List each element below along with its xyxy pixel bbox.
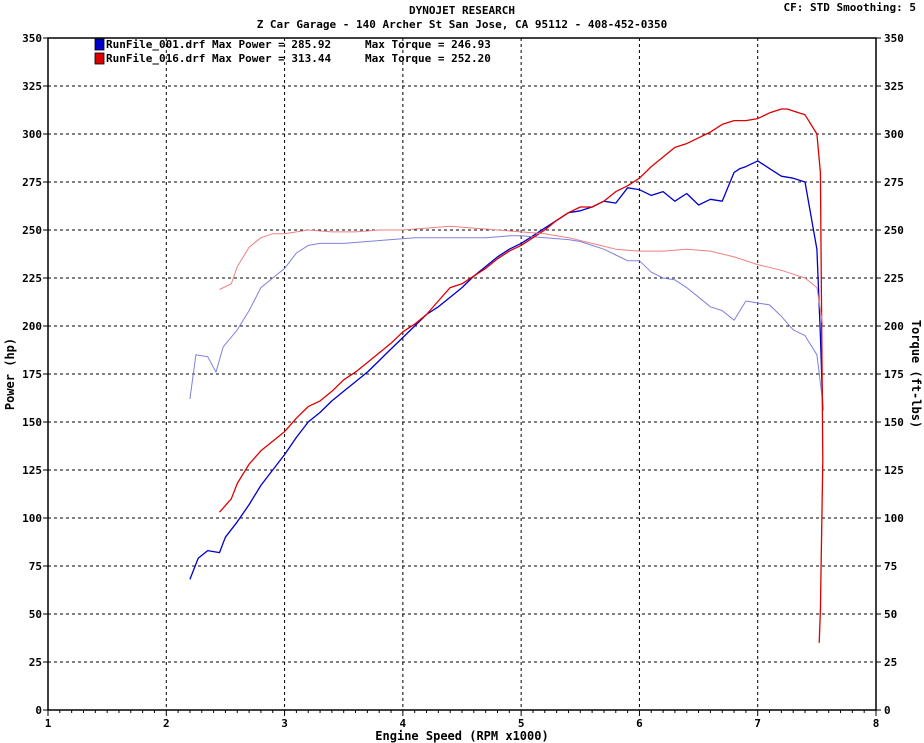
y-tick-label-right: 250 [884, 224, 904, 237]
y-tick-label-right: 100 [884, 512, 904, 525]
x-tick-label: 2 [163, 717, 170, 730]
x-tick-label: 1 [45, 717, 52, 730]
chart-title: DYNOJET RESEARCH [409, 4, 515, 17]
y-tick-label-left: 200 [22, 320, 42, 333]
settings-readout: CF: STD Smoothing: 5 [783, 1, 916, 14]
legend-torque: Max Torque = 252.20 [365, 52, 491, 65]
legend-swatch [94, 38, 105, 51]
y-tick-label-right: 75 [884, 560, 897, 573]
series-line-power [219, 108, 824, 643]
x-tick-label: 4 [400, 717, 407, 730]
y-tick-label-right: 225 [884, 272, 904, 285]
legend-entry: RunFile_016.drf Max Power = 313.44 [106, 52, 332, 65]
x-tick-label: 3 [281, 717, 288, 730]
x-tick-label: 5 [518, 717, 525, 730]
y-tick-label-left: 25 [29, 656, 42, 669]
y-tick-label-left: 350 [22, 32, 42, 45]
legend-torque: Max Torque = 246.93 [365, 38, 491, 51]
y-tick-label-left: 300 [22, 128, 42, 141]
series-line-power [189, 160, 824, 580]
y-axis-label-right: Torque (ft-lbs) [909, 320, 923, 428]
y-tick-label-left: 275 [22, 176, 42, 189]
y-tick-label-left: 50 [29, 608, 42, 621]
chart-subtitle: Z Car Garage - 140 Archer St San Jose, C… [256, 18, 668, 31]
series-line-torque [219, 225, 824, 327]
y-tick-label-right: 200 [884, 320, 904, 333]
y-tick-label-left: 250 [22, 224, 42, 237]
y-tick-label-right: 25 [884, 656, 897, 669]
x-tick-label: 7 [754, 717, 761, 730]
y-tick-label-right: 175 [884, 368, 904, 381]
y-tick-label-right: 50 [884, 608, 897, 621]
y-tick-label-right: 0 [884, 704, 891, 717]
x-tick-label: 8 [873, 717, 880, 730]
y-tick-label-left: 125 [22, 464, 42, 477]
legend-entry: RunFile_001.drf Max Power = 285.92 [106, 38, 331, 51]
y-tick-label-right: 125 [884, 464, 904, 477]
legend-swatch [94, 52, 105, 65]
y-tick-label-right: 300 [884, 128, 904, 141]
y-tick-label-left: 175 [22, 368, 42, 381]
x-tick-label: 6 [636, 717, 643, 730]
y-tick-label-left: 150 [22, 416, 42, 429]
y-axis-label-left: Power (hp) [3, 338, 17, 410]
y-tick-label-right: 325 [884, 80, 904, 93]
y-tick-label-left: 325 [22, 80, 42, 93]
y-tick-label-left: 100 [22, 512, 42, 525]
series-line-torque [189, 235, 824, 403]
y-tick-label-left: 75 [29, 560, 42, 573]
y-tick-label-left: 225 [22, 272, 42, 285]
x-axis-label: Engine Speed (RPM x1000) [375, 729, 548, 743]
y-tick-label-left: 0 [35, 704, 42, 717]
y-tick-label-right: 350 [884, 32, 904, 45]
y-tick-label-right: 150 [884, 416, 904, 429]
y-tick-label-right: 275 [884, 176, 904, 189]
